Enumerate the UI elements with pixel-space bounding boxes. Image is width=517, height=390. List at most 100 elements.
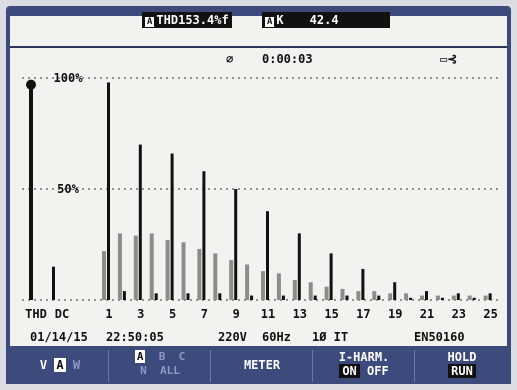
phase-circle-icon: ⌀ bbox=[226, 52, 234, 66]
system-readout: 1Ø IT bbox=[312, 330, 349, 344]
bar-secondary-25 bbox=[483, 295, 488, 300]
bar-primary-5 bbox=[170, 153, 174, 300]
softkey-separator bbox=[414, 350, 415, 382]
bar-secondary-10 bbox=[245, 264, 250, 300]
chart-grid bbox=[22, 77, 500, 301]
bar-secondary-17 bbox=[356, 291, 361, 300]
k-value: 42.4 bbox=[309, 13, 339, 27]
battery-plug-icon: ▭⊰ bbox=[440, 52, 458, 66]
softkey-phase-c: C bbox=[178, 350, 186, 363]
x-tick-label: 7 bbox=[201, 307, 208, 321]
softkey-hold-label: HOLD bbox=[447, 350, 477, 364]
softkey-phase-all: ALL bbox=[160, 364, 180, 377]
x-tick-label: THD bbox=[25, 307, 47, 321]
bar-secondary-24 bbox=[467, 295, 472, 300]
bar-primary-16 bbox=[345, 295, 349, 300]
bar-secondary-2 bbox=[117, 233, 122, 300]
bar-secondary-12 bbox=[276, 273, 281, 300]
k-phase-tag: A bbox=[265, 17, 275, 27]
bar-secondary-22 bbox=[435, 295, 440, 300]
bar-primary-THD bbox=[29, 84, 33, 300]
bar-primary-1 bbox=[107, 82, 110, 300]
bar-primary-4 bbox=[154, 293, 158, 300]
bar-secondary-18 bbox=[372, 291, 377, 300]
bar-primary-19 bbox=[393, 282, 397, 300]
thd-phase-tag: A bbox=[145, 17, 155, 27]
softkey-separator bbox=[312, 350, 313, 382]
bar-primary-2 bbox=[122, 291, 126, 300]
softkey-separator bbox=[108, 350, 109, 382]
x-tick-label: 1 bbox=[105, 307, 112, 321]
softkey-i-harm-on: ON bbox=[339, 364, 360, 378]
x-tick-label: 23 bbox=[452, 307, 466, 321]
bar-secondary-1 bbox=[102, 251, 106, 300]
bar-primary-22 bbox=[440, 297, 444, 300]
x-tick-label: 17 bbox=[356, 307, 370, 321]
x-tick-label: 5 bbox=[169, 307, 176, 321]
y-tick-label: 100% bbox=[54, 71, 84, 85]
date-readout: 01/14/15 bbox=[30, 330, 88, 344]
bar-primary-7 bbox=[202, 171, 206, 300]
softkey-i-harm[interactable]: I-HARM. ON OFF bbox=[316, 350, 412, 382]
k-factor-readout: A K 42.4 bbox=[262, 12, 390, 28]
bar-primary-23 bbox=[456, 293, 460, 300]
softkey-phase-select[interactable]: A B C N ALL bbox=[112, 350, 208, 382]
softkey-run-label: RUN bbox=[448, 364, 476, 378]
thd-readout: A THD153.4%f bbox=[142, 12, 232, 28]
softkey-a-selected: A bbox=[54, 358, 66, 372]
softkey-meter-label: METER bbox=[243, 358, 281, 372]
x-tick-label: 11 bbox=[261, 307, 275, 321]
bar-secondary-5 bbox=[165, 240, 170, 300]
bar-primary-18 bbox=[377, 295, 381, 300]
bar-primary-DC bbox=[52, 266, 55, 300]
x-tick-label: 15 bbox=[324, 307, 338, 321]
x-tick-label: DC bbox=[55, 307, 69, 321]
y-tick-label: 50% bbox=[57, 182, 79, 196]
softkey-i-harm-title: I-HARM. bbox=[338, 350, 390, 364]
voltage-readout: 220V bbox=[218, 330, 247, 344]
softkey-hold-run[interactable]: HOLD RUN bbox=[418, 350, 506, 382]
thd-cursor-marker bbox=[26, 79, 36, 90]
standard-readout: EN50160 bbox=[414, 330, 465, 344]
bar-primary-20 bbox=[409, 297, 413, 300]
x-tick-label: 25 bbox=[483, 307, 497, 321]
bar-secondary-23 bbox=[451, 295, 456, 300]
elapsed-time: 0:00:03 bbox=[262, 52, 313, 66]
bar-secondary-6 bbox=[181, 242, 186, 300]
bar-primary-14 bbox=[313, 295, 317, 300]
bar-primary-21 bbox=[425, 291, 428, 300]
bar-secondary-15 bbox=[324, 286, 329, 300]
bar-primary-3 bbox=[138, 144, 142, 300]
softkey-v-a-w[interactable]: V A W bbox=[14, 358, 106, 390]
header-divider bbox=[10, 46, 507, 48]
bar-primary-9 bbox=[234, 189, 238, 300]
bar-primary-6 bbox=[186, 293, 190, 300]
bar-primary-17 bbox=[361, 268, 365, 300]
softkey-i-harm-off: OFF bbox=[367, 364, 389, 378]
time-readout: 22:50:05 bbox=[106, 330, 164, 344]
bar-secondary-20 bbox=[404, 293, 409, 300]
bar-secondary-16 bbox=[340, 288, 345, 300]
x-tick-label: 21 bbox=[420, 307, 434, 321]
bar-secondary-21 bbox=[420, 295, 424, 300]
softkey-meter[interactable]: METER bbox=[214, 358, 310, 390]
thd-value: THD153.4%f bbox=[156, 13, 229, 27]
x-tick-label: 9 bbox=[233, 307, 240, 321]
bar-secondary-13 bbox=[292, 280, 297, 300]
info-line: 01/14/15 22:50:05 220V 60Hz 1Ø IT EN5016… bbox=[10, 324, 507, 348]
frequency-readout: 60Hz bbox=[262, 330, 291, 344]
bar-secondary-3 bbox=[133, 235, 138, 300]
bar-secondary-4 bbox=[149, 233, 154, 300]
bar-primary-11 bbox=[266, 211, 269, 300]
bar-secondary-7 bbox=[197, 248, 202, 300]
softkey-bar: V A W A B C N ALL METER I-HARM. ON OFF H… bbox=[6, 346, 511, 384]
bar-primary-24 bbox=[472, 297, 476, 300]
bar-primary-8 bbox=[218, 293, 222, 300]
x-tick-label: 3 bbox=[137, 307, 144, 321]
bar-primary-12 bbox=[281, 295, 285, 300]
bar-secondary-11 bbox=[261, 271, 265, 300]
bar-secondary-9 bbox=[229, 260, 234, 300]
x-tick-label: 19 bbox=[388, 307, 402, 321]
chart-labels: 100%50%THD DC 1 3 5 7 9 11 13 15 17 19 21 23 25 bbox=[25, 71, 498, 321]
